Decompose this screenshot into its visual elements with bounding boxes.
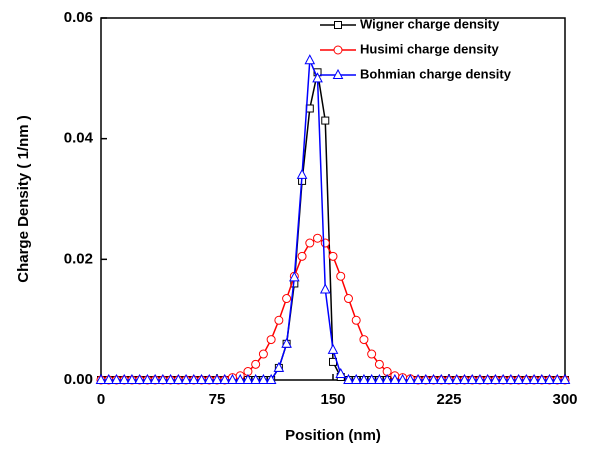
- data-point: [196, 373, 207, 384]
- data-point: [265, 373, 277, 384]
- data-point: [173, 373, 184, 384]
- x-tick-label: 75: [209, 391, 226, 408]
- data-point: [528, 373, 540, 384]
- legend-marker: [333, 45, 343, 55]
- data-point: [359, 335, 369, 345]
- legend-label: Bohmian charge density: [360, 66, 512, 81]
- data-point: [321, 116, 330, 125]
- data-point: [328, 251, 338, 261]
- series-line: [101, 59, 565, 381]
- data-point: [482, 373, 493, 384]
- data-point: [297, 251, 307, 261]
- data-point: [435, 373, 447, 384]
- data-point: [219, 373, 231, 384]
- data-point: [559, 373, 571, 384]
- data-point: [211, 373, 223, 384]
- data-point: [343, 373, 354, 384]
- data-point: [490, 373, 501, 384]
- data-point: [273, 361, 285, 372]
- x-tick-label: 150: [320, 391, 345, 408]
- data-point: [451, 373, 463, 384]
- data-point: [111, 373, 122, 384]
- data-point: [266, 335, 276, 345]
- data-point: [95, 373, 107, 384]
- data-point: [466, 373, 478, 384]
- data-point: [513, 373, 524, 384]
- data-point: [134, 373, 145, 384]
- data-point: [282, 294, 292, 304]
- data-point: [367, 349, 377, 359]
- data-point: [227, 373, 238, 384]
- x-tick-label: 0: [97, 391, 105, 408]
- data-point: [335, 367, 347, 378]
- legend-label: Husimi charge density: [360, 41, 499, 56]
- data-point: [142, 373, 153, 384]
- data-point: [289, 271, 300, 282]
- data-point: [443, 373, 455, 384]
- data-point: [350, 373, 362, 384]
- y-tick-label: 0.02: [64, 250, 93, 267]
- data-point: [103, 373, 115, 384]
- data-point: [312, 72, 323, 83]
- data-point: [157, 373, 169, 384]
- x-axis-label: Position (nm): [285, 427, 381, 444]
- data-point: [474, 373, 486, 384]
- data-point: [459, 373, 470, 384]
- data-point: [258, 349, 268, 359]
- data-point: [313, 233, 323, 243]
- data-point: [374, 359, 384, 369]
- data-point: [405, 373, 416, 384]
- legend-marker: [334, 21, 342, 29]
- data-point: [118, 373, 130, 384]
- data-point: [358, 373, 370, 384]
- data-point: [305, 238, 315, 248]
- data-point: [544, 373, 555, 384]
- data-point: [381, 373, 393, 384]
- data-point: [366, 373, 377, 384]
- data-point: [258, 373, 269, 384]
- data-point: [242, 373, 254, 384]
- y-tick-label: 0.04: [64, 130, 94, 147]
- data-point: [251, 359, 261, 369]
- data-point: [274, 315, 284, 325]
- data-point: [296, 168, 308, 179]
- data-point: [320, 238, 330, 248]
- data-point: [281, 337, 292, 348]
- data-point: [351, 315, 361, 325]
- y-tick-label: 0.00: [64, 371, 93, 388]
- data-point: [505, 373, 517, 384]
- data-point: [551, 373, 563, 384]
- data-point: [180, 373, 192, 384]
- y-tick-label: 0.06: [64, 9, 93, 26]
- data-point: [497, 373, 509, 384]
- data-point: [389, 373, 401, 384]
- data-point: [188, 373, 200, 384]
- legend-marker: [332, 68, 344, 79]
- data-point: [234, 373, 246, 384]
- x-tick-label: 225: [436, 391, 461, 408]
- data-point: [420, 373, 432, 384]
- data-point: [521, 373, 532, 384]
- data-point: [327, 343, 339, 354]
- data-point: [203, 373, 215, 384]
- data-point: [165, 373, 176, 384]
- legend-label: Wigner charge density: [360, 16, 500, 31]
- data-point: [412, 373, 424, 384]
- data-point: [319, 283, 331, 294]
- data-point: [250, 373, 261, 384]
- y-axis-label: Charge Density ( 1/nm ): [15, 115, 32, 283]
- data-point: [336, 271, 346, 281]
- series-line: [101, 72, 565, 381]
- data-point: [397, 373, 408, 384]
- x-tick-label: 300: [552, 391, 577, 408]
- data-point: [536, 373, 548, 384]
- data-point: [149, 373, 161, 384]
- data-point: [304, 54, 316, 65]
- data-point: [126, 373, 138, 384]
- data-point: [374, 373, 385, 384]
- data-point: [343, 294, 353, 304]
- data-point: [428, 373, 439, 384]
